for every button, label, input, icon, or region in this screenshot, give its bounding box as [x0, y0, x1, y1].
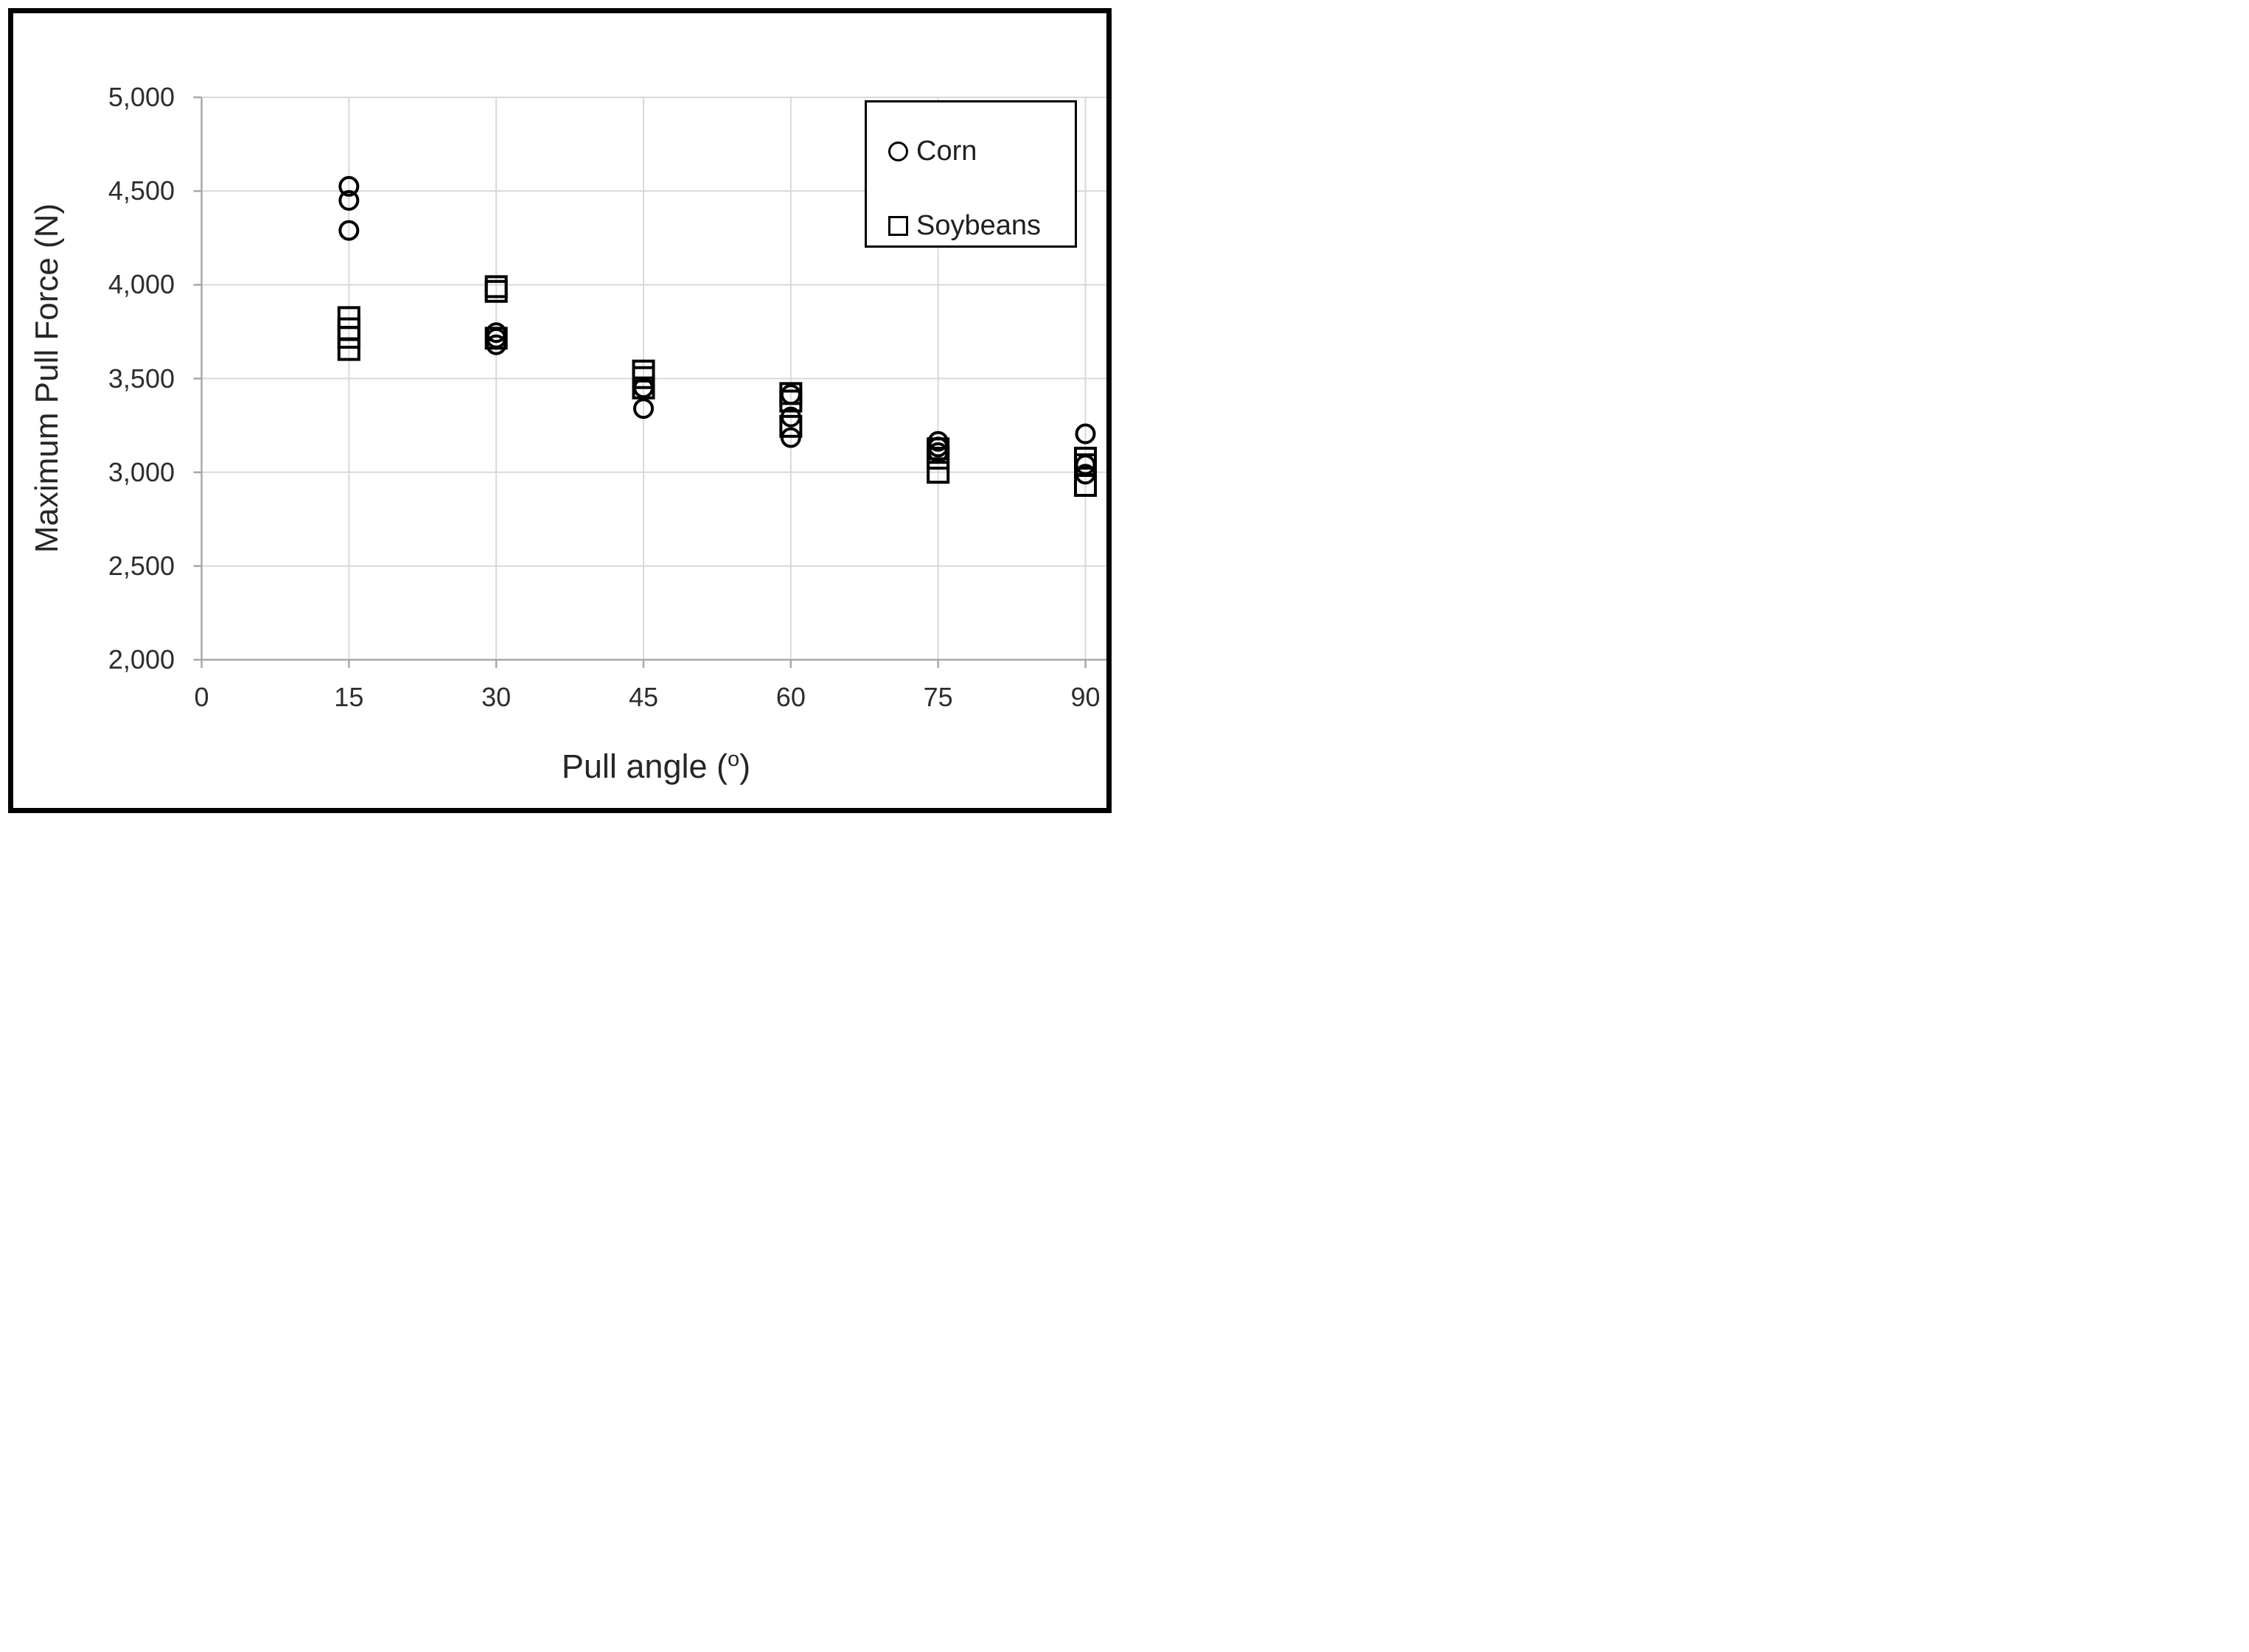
y-tick-label: 4,000 — [108, 269, 175, 300]
y-tick-label: 2,500 — [108, 550, 175, 581]
x-tick-label: 30 — [481, 682, 512, 712]
x-axis-title-close-paren: ) — [739, 747, 751, 785]
x-tick-label: 45 — [628, 682, 659, 712]
chart-figure: 5,000 4,500 4,000 3,500 3,000 2,500 2,000 0 15 30… — [0, 0, 1125, 826]
soybean-data-point — [337, 326, 360, 349]
soybean-data-point — [779, 389, 803, 413]
soybean-data-point — [927, 461, 950, 484]
x-axis-title: Pull angle (o) — [562, 747, 750, 786]
corn-data-point — [338, 189, 360, 211]
x-axis-title-degree-symbol: o — [728, 747, 740, 771]
x-tick-label: 75 — [923, 682, 953, 712]
x-axis-title-text: Pull angle ( — [561, 747, 728, 785]
corn-data-point — [633, 398, 654, 419]
soybean-data-point — [484, 327, 508, 350]
x-tick-label: 90 — [1070, 682, 1101, 712]
soybeans-square-marker-icon — [888, 215, 908, 236]
x-tick-label: 60 — [775, 682, 806, 712]
legend-label-corn: Corn — [916, 136, 977, 167]
corn-data-point — [1075, 423, 1096, 445]
soybean-data-point — [1074, 473, 1097, 497]
soybean-data-point — [779, 414, 803, 438]
corn-data-point — [338, 220, 360, 241]
y-axis-title: Maximum Pull Force (N) — [29, 203, 65, 554]
corn-data-point — [338, 175, 360, 197]
legend-entry-soybeans: Soybeans — [867, 205, 1075, 246]
y-tick-label: 2,000 — [108, 644, 175, 675]
scatter-plot-canvas — [193, 96, 1112, 668]
corn-circle-marker-icon — [888, 141, 908, 161]
y-tick-label: 4,500 — [108, 175, 175, 206]
legend: Corn Soybeans — [865, 100, 1077, 248]
soybean-data-point — [484, 279, 508, 303]
soybean-data-point — [337, 338, 360, 361]
x-tick-label: 0 — [194, 682, 209, 712]
y-tick-label: 5,000 — [108, 82, 175, 112]
legend-label-soybeans: Soybeans — [916, 210, 1042, 241]
soybean-data-point — [632, 376, 655, 400]
legend-entry-corn: Corn — [867, 130, 1075, 172]
x-tick-label: 15 — [334, 682, 364, 712]
y-tick-label: 3,000 — [108, 456, 175, 487]
soybean-data-point — [927, 447, 950, 470]
y-tick-label: 3,500 — [108, 363, 175, 394]
